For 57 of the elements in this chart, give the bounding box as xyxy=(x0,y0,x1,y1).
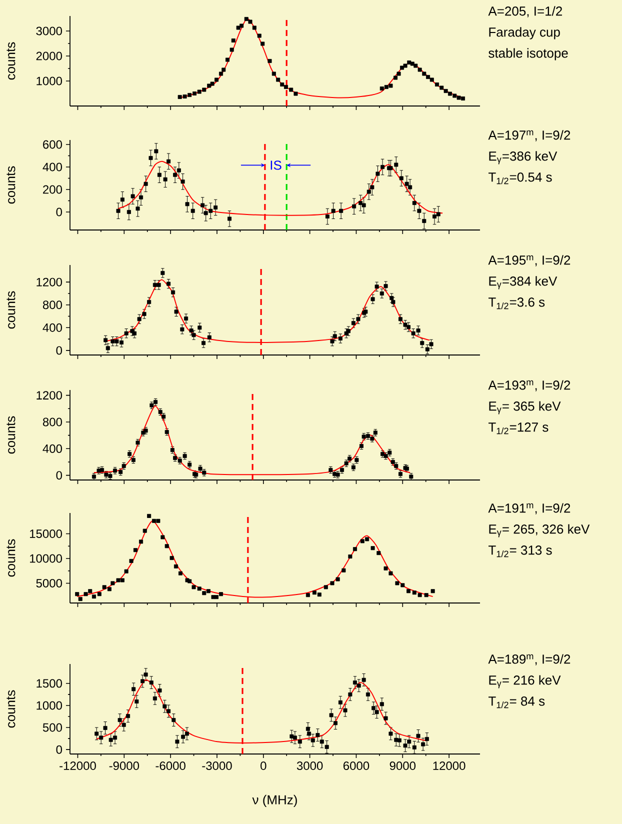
y-tick-label: 500 xyxy=(42,723,62,732)
y-tick-label: 800 xyxy=(42,418,62,426)
annotation: IS xyxy=(270,160,282,170)
y-tick-label: 1000 xyxy=(36,701,62,710)
y-tick-label: 0 xyxy=(56,208,62,216)
text: E$_{γ}$=386 keV xyxy=(489,151,558,164)
y-tick-label: 1200 xyxy=(36,391,62,400)
text: E$_{γ}$= 265, 326 keV xyxy=(489,524,590,538)
y-tick-label: 0 xyxy=(56,745,62,754)
y-tick-label: 15000 xyxy=(30,530,62,538)
y-axis-title: counts xyxy=(6,539,16,577)
x-tick-label: -6000 xyxy=(156,762,186,770)
x-tick-label: 6000 xyxy=(343,762,370,770)
text: stable isotope xyxy=(488,48,568,60)
y-tick-label: 2000 xyxy=(36,52,62,60)
y-tick-label: 1500 xyxy=(36,679,62,688)
y-axis-title: counts xyxy=(6,42,16,80)
text: E$_{γ}$= 216 keV xyxy=(489,675,561,688)
y-tick-label: 400 xyxy=(42,323,62,332)
y-tick-label: 800 xyxy=(42,300,62,310)
text: T$_{1/2}$=0.54 s xyxy=(488,172,552,184)
text: T$_{1/2}$= 84 s xyxy=(488,696,545,708)
x-tick-label: 3000 xyxy=(296,762,323,770)
x-tick-label: 12000 xyxy=(433,762,466,770)
y-tick-label: 10000 xyxy=(30,554,62,563)
text: T$_{1/2}$=127 s xyxy=(488,422,548,434)
x-axis-title: ν (MHz) xyxy=(252,794,297,808)
text: E$_{γ}$= 365 keV xyxy=(489,401,561,414)
y-tick-label: 400 xyxy=(42,162,62,172)
text: A=195$^{m}$, I=9/2 xyxy=(488,255,570,266)
y-tick-label: 400 xyxy=(42,444,62,453)
y-tick-label: 0 xyxy=(56,346,62,355)
y-tick-label: 1200 xyxy=(36,278,62,286)
text: A=189$^{m}$, I=9/2 xyxy=(488,654,570,666)
text: A=205, I=1/2 xyxy=(488,6,562,18)
x-tick-label: -12000 xyxy=(60,762,96,770)
text: A=191$^{m}$, I=9/2 xyxy=(488,503,570,514)
x-tick-label: -3000 xyxy=(202,762,232,770)
y-tick-label: 1000 xyxy=(36,76,62,86)
y-tick-label: 3000 xyxy=(36,26,62,36)
x-tick-label: -9000 xyxy=(109,762,140,770)
y-tick-label: 600 xyxy=(43,140,62,149)
y-axis-title: counts xyxy=(6,690,16,728)
y-tick-label: 0 xyxy=(56,471,62,480)
text: T$_{1/2}$= 313 s xyxy=(488,546,552,558)
text: E$_{γ}$=384 keV xyxy=(489,276,558,290)
text: A=193$^{m}$, I=9/2 xyxy=(488,380,570,392)
y-axis-title: counts xyxy=(6,291,16,329)
y-axis-title: counts xyxy=(6,166,16,204)
y-tick-label: 5000 xyxy=(36,578,62,588)
x-tick-label: 9000 xyxy=(390,762,416,770)
y-axis-title: counts xyxy=(6,416,16,454)
text: A=197$^{m}$, I=9/2 xyxy=(488,130,570,142)
y-tick-label: 200 xyxy=(43,185,62,194)
text: T$_{1/2}$=3.6 s xyxy=(488,298,545,310)
text: Faraday cup xyxy=(489,27,560,40)
x-tick-label: 0 xyxy=(260,762,266,770)
